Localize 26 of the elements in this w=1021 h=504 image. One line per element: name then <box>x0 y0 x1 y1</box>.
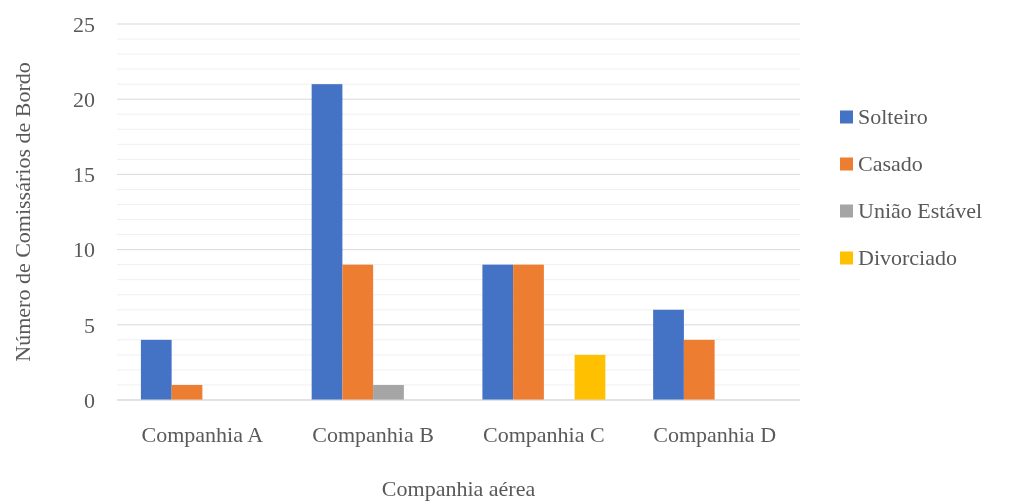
legend-label: União Estável <box>858 198 983 224</box>
bar <box>653 309 684 400</box>
bar <box>311 84 343 400</box>
x-tick-label: Companhia B <box>312 422 434 447</box>
y-tick-label: 25 <box>73 11 95 37</box>
x-tick-label: Companhia A <box>141 422 264 447</box>
bar <box>373 384 404 400</box>
legend-label: Casado <box>858 151 923 177</box>
y-tick-label: 5 <box>84 312 95 338</box>
x-tick-label: Companhia D <box>653 422 777 447</box>
bar <box>482 264 514 400</box>
legend-label: Divorciado <box>858 245 957 271</box>
bar <box>513 264 544 400</box>
y-axis-title: Número de Comissários de Bordo <box>10 62 35 362</box>
y-tick-label: 20 <box>73 86 95 112</box>
y-tick-label: 15 <box>73 162 95 188</box>
x-tick-label: Companhia C <box>483 422 605 447</box>
legend-label: Solteiro <box>858 104 928 130</box>
bar <box>683 339 715 400</box>
bar <box>140 339 172 400</box>
y-tick-label: 0 <box>84 387 95 413</box>
bar <box>171 384 203 400</box>
x-axis-title: Companhia aérea <box>381 476 536 501</box>
bar <box>342 264 374 400</box>
bar <box>574 354 606 400</box>
y-tick-label: 10 <box>73 237 95 263</box>
